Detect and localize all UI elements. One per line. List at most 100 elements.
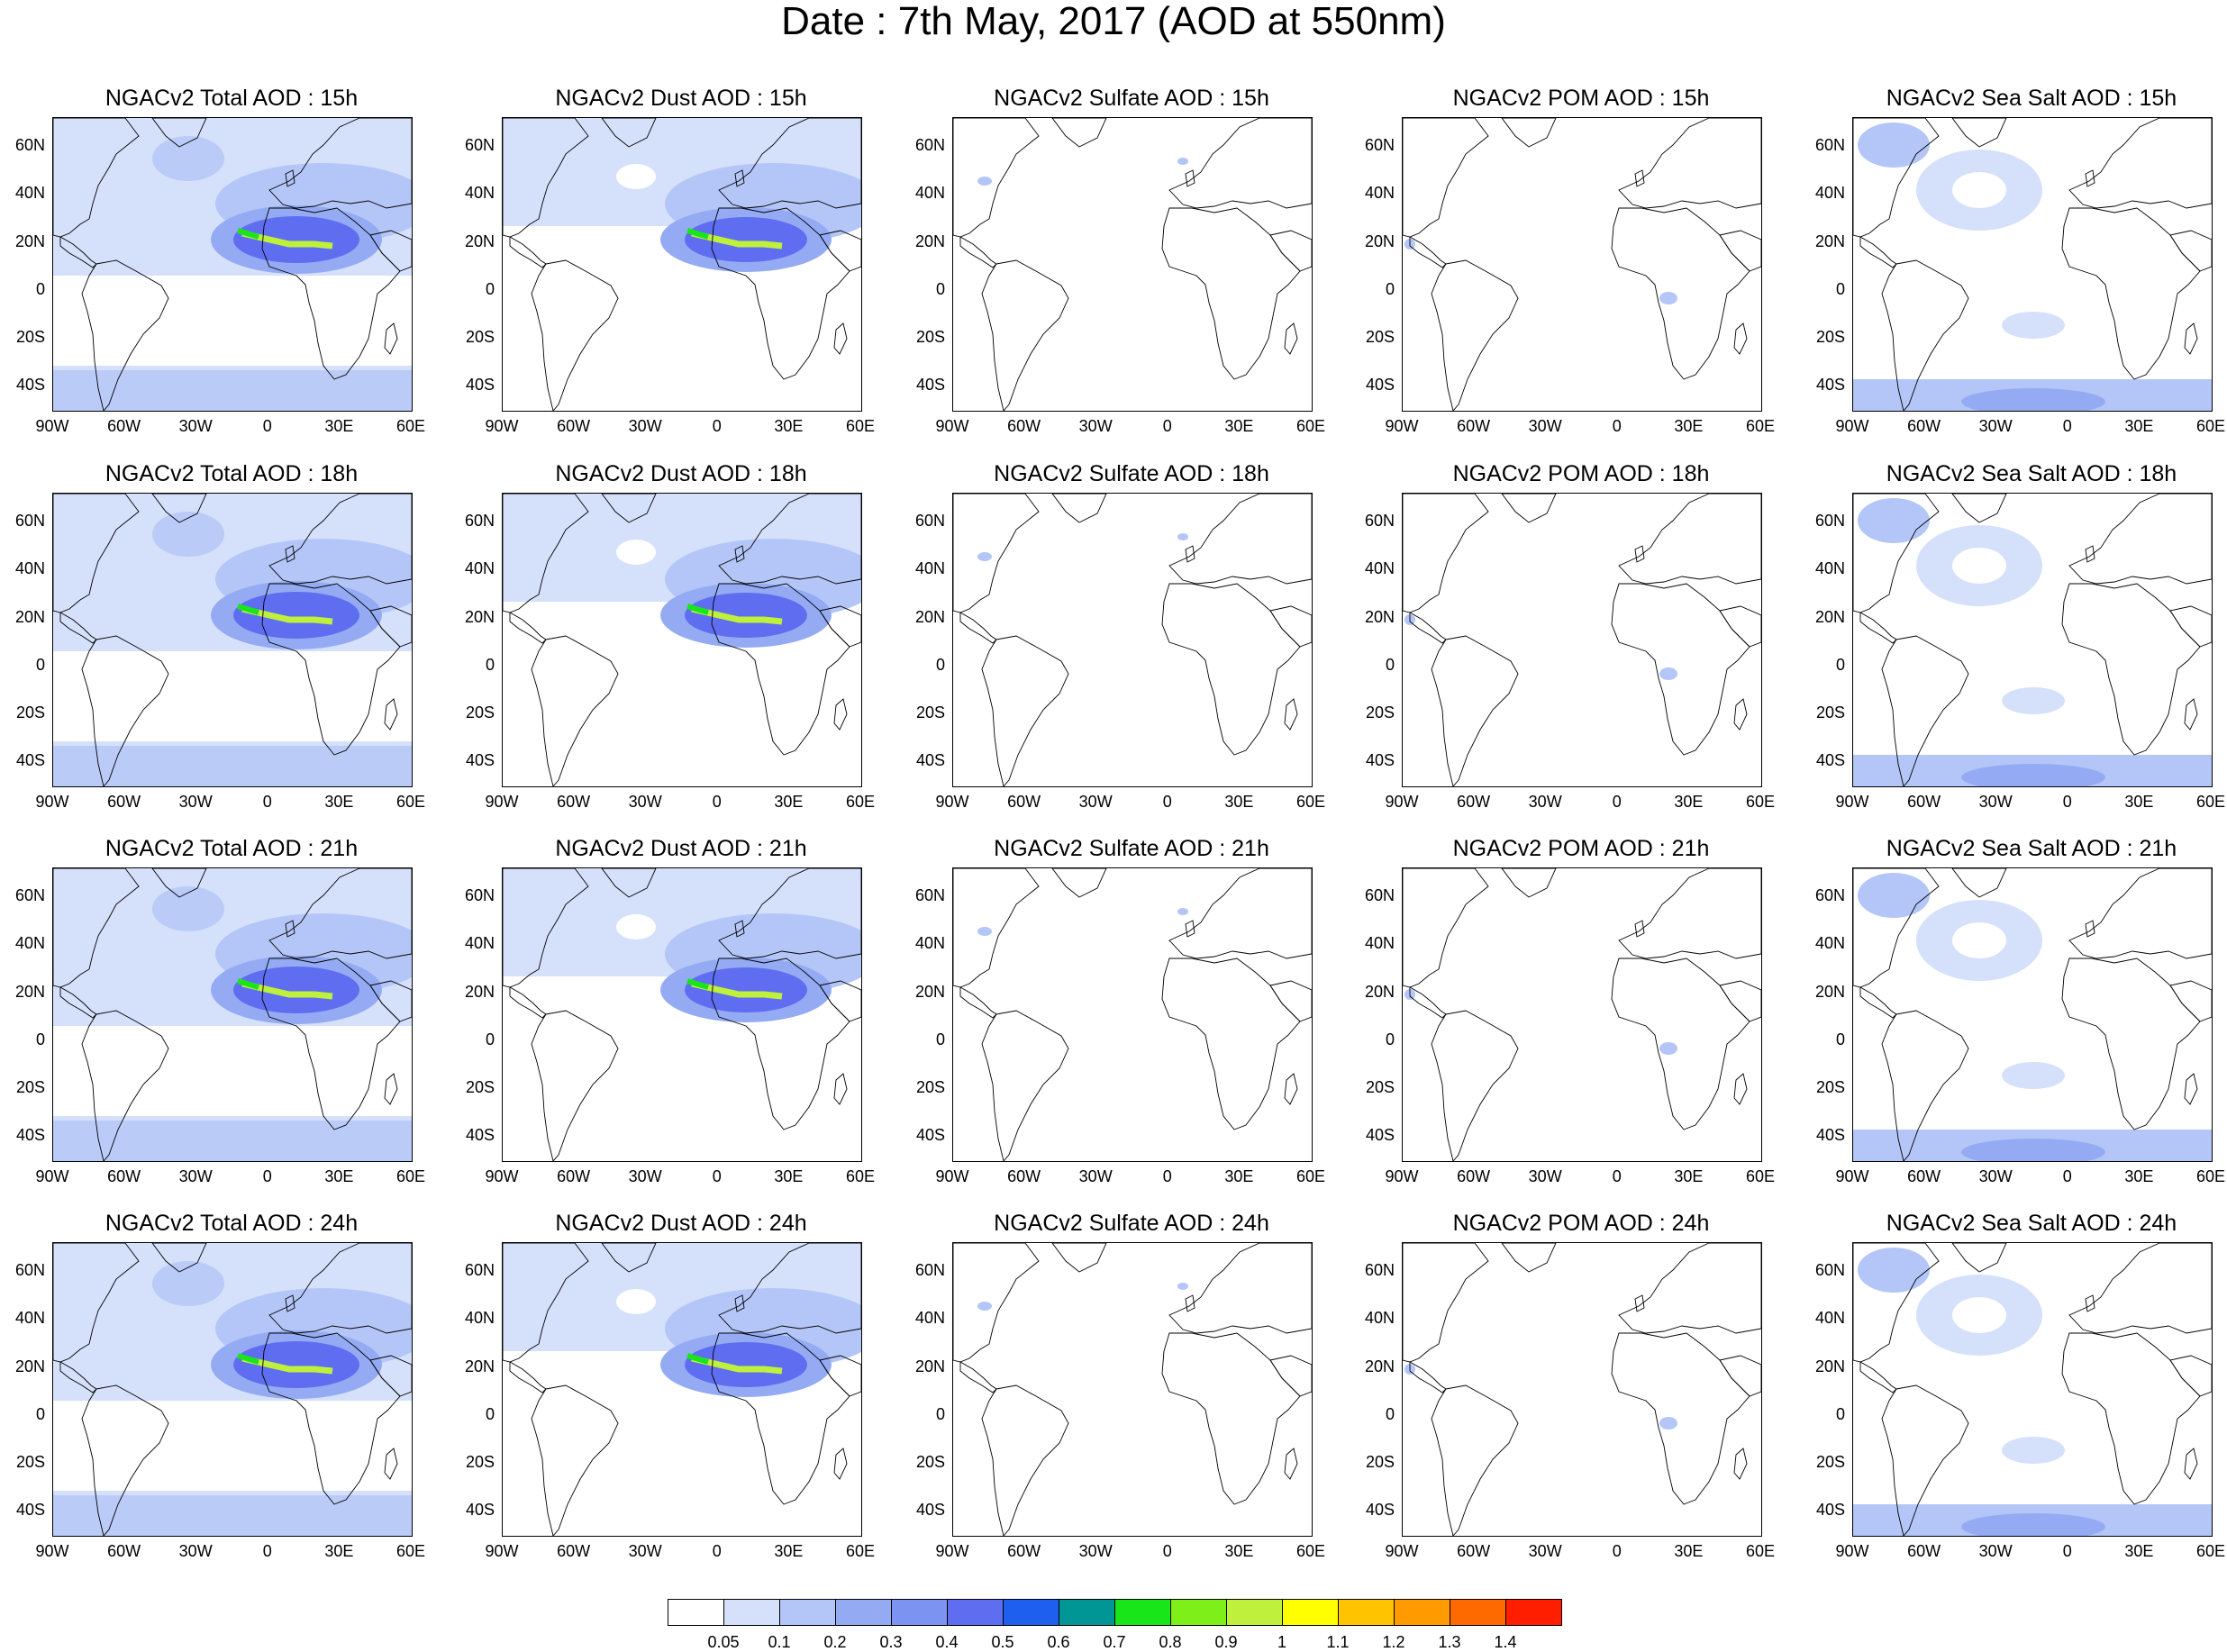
aod-dust-max [691, 605, 783, 625]
aod-seasalt-patch [2002, 1437, 2065, 1464]
aod-cyclone-gap [616, 164, 656, 189]
lon-tick-label: 0 [1612, 1542, 1622, 1560]
panel-title: NGACv2 POM AOD : 21h [1452, 836, 1710, 861]
lat-tick-label: 20N [1364, 231, 1395, 250]
lon-tick-label: 90W [935, 793, 969, 811]
lat-tick-label: 20S [465, 1453, 495, 1472]
panel-title: NGACv2 Sulfate AOD : 21h [994, 836, 1269, 861]
coastline [1951, 1243, 2007, 1273]
lat-tick-label: 20N [914, 607, 945, 626]
coastline [1719, 1355, 1761, 1397]
lat-tick-label: 20N [1364, 1357, 1395, 1375]
coastline [1881, 635, 1969, 786]
lon-tick-label: 30W [628, 1167, 662, 1185]
lon-tick-label: 30W [1528, 1167, 1562, 1185]
lat-tick-label: 20N [464, 1357, 495, 1375]
aod-clean-band [53, 1401, 412, 1491]
aod-seasalt-cyclone-eye [1952, 548, 2006, 584]
lon-tick-label: 0 [1162, 1167, 1172, 1185]
lat-tick-label: 20N [914, 1357, 945, 1375]
aod-dust-core [685, 593, 807, 638]
coastline [509, 612, 547, 644]
aod-map [503, 494, 861, 786]
coastline [1618, 118, 1761, 209]
lon-tick-label: 30W [1978, 1542, 2013, 1560]
coastline [1951, 868, 2007, 898]
panel-title: NGACv2 Sea Salt AOD : 18h [1886, 461, 2177, 486]
colorbar-swatch [668, 1599, 724, 1626]
coastline [268, 1243, 412, 1334]
coastline [2169, 1355, 2212, 1397]
lon-tick-label: 30E [1674, 417, 1704, 435]
coastline [531, 259, 619, 411]
colorbar-swatch [835, 1599, 892, 1626]
aod-clean-band [53, 276, 412, 366]
coastline [981, 1010, 1069, 1161]
coastline [509, 986, 547, 1019]
aod-background-shading [53, 868, 412, 1161]
coastline [1269, 230, 1312, 272]
colorbar-label: 0.1 [768, 1633, 791, 1651]
lon-tick-label: 30W [178, 793, 213, 811]
aod-cyclone-gap [616, 914, 656, 939]
lon-tick-label: 90W [1835, 1542, 1869, 1560]
aod-cyclone-plume [152, 512, 224, 557]
coastline [1859, 986, 1897, 1019]
lat-tick-label: 20N [14, 1357, 45, 1375]
coastline [1859, 236, 1897, 268]
lon-tick-label: 0 [2062, 1542, 2072, 1560]
lat-tick-label: 20N [464, 607, 495, 626]
lon-tick-label: 30E [1224, 793, 1254, 811]
map-frame [952, 117, 1313, 412]
aod-dust-max-west [686, 228, 709, 240]
aod-clean-band [53, 1026, 412, 1116]
lon-tick-label: 90W [485, 417, 519, 435]
lon-tick-label: 30W [1078, 417, 1113, 435]
lon-tick-label: 30W [1078, 793, 1113, 811]
lat-tick-label: 20S [15, 1078, 45, 1097]
coastline [819, 1355, 861, 1397]
coastline [734, 1294, 745, 1312]
map-panel-dust-18h: NGACv2 Dust AOD : 18h 60N 40N 20N 0 20S 40S 90W… [448, 457, 914, 821]
coastline [1501, 494, 1557, 523]
lon-tick-label: 60E [2195, 1542, 2226, 1560]
lat-tick-label: 0 [35, 1404, 45, 1423]
lon-tick-label: 30W [1978, 793, 2013, 811]
lon-tick-label: 30E [324, 793, 354, 811]
colorbar-swatch [1059, 1599, 1115, 1626]
lat-tick-label: 20N [1364, 982, 1395, 1001]
lon-tick-label: 90W [1835, 417, 1869, 435]
aod-map [53, 494, 412, 786]
coastline [1733, 322, 1748, 355]
aod-seasalt-north [1858, 873, 1930, 918]
coastline [601, 868, 657, 898]
panel-title: NGACv2 Total AOD : 15h [105, 86, 359, 111]
aod-southern-ocean-max [1961, 1513, 2105, 1536]
lat-tick-label: 60N [1364, 885, 1395, 904]
aod-dust-core [233, 592, 359, 639]
lon-tick-label: 0 [712, 793, 722, 811]
lat-tick-label: 60N [1814, 885, 1845, 904]
aod-dust-core [685, 967, 807, 1012]
coastline [384, 698, 398, 731]
lat-tick-label: 60N [14, 511, 45, 530]
aod-southern-ocean-max [1961, 1139, 2105, 1161]
coastline [734, 169, 745, 187]
coastline [1161, 958, 1301, 1130]
coastline [1431, 1384, 1519, 1536]
lat-tick-label: 40S [915, 751, 945, 770]
coastline [2169, 230, 2212, 272]
coastline [601, 1243, 657, 1273]
lat-tick-label: 0 [1385, 1030, 1395, 1048]
coastline [2068, 1243, 2212, 1334]
coastline [734, 920, 745, 938]
map-panel-dust-24h: NGACv2 Dust AOD : 24h 60N 40N 20N 0 20S 40S 90W… [448, 1206, 914, 1571]
lat-tick-label: 20S [915, 703, 945, 722]
aod-background-shading [1853, 868, 2212, 1161]
aod-map [1853, 1243, 2212, 1536]
coastline [1168, 118, 1312, 209]
lon-tick-label: 90W [1385, 1167, 1419, 1185]
lat-tick-label: 40N [464, 1309, 495, 1328]
aod-sulfate-patch-europe [1177, 158, 1188, 165]
coastline [833, 1448, 848, 1480]
